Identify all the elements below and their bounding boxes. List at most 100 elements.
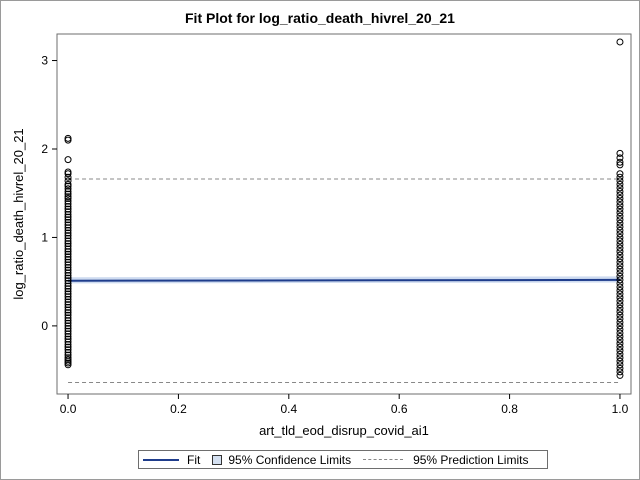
data-point (64, 205, 72, 213)
legend-fit-label: Fit (187, 452, 201, 467)
data-point (64, 218, 72, 226)
data-point (616, 226, 624, 234)
data-point (64, 325, 72, 333)
data-point (64, 245, 72, 253)
data-point (64, 185, 72, 193)
legend-confidence-swatch (212, 454, 223, 465)
legend-fit: Fit (139, 453, 200, 467)
chart-title: Fit Plot for log_ratio_death_hivrel_20_2… (185, 10, 455, 26)
y-axis-label: log_ratio_death_hivrel_20_21 (11, 128, 26, 299)
data-point (616, 283, 624, 291)
data-point (616, 173, 624, 181)
data-point (64, 213, 72, 221)
data-point (64, 295, 72, 303)
data-point (616, 209, 624, 217)
data-point (64, 271, 72, 279)
data-point (616, 248, 624, 256)
data-point (616, 297, 624, 305)
data-point (64, 177, 72, 185)
data-point (64, 240, 72, 248)
data-point (616, 276, 624, 284)
data-point (64, 190, 72, 198)
data-point (64, 197, 72, 205)
data-point (64, 202, 72, 210)
legend-confidence-label: 95% Confidence Limits (228, 452, 352, 467)
data-point (64, 156, 72, 164)
data-point (616, 244, 624, 252)
y-tick-label: 0 (41, 319, 48, 333)
data-point (616, 241, 624, 249)
data-point (64, 248, 72, 256)
data-point (64, 253, 72, 261)
legend: Fit 95% Confidence Limits 95% Prediction… (138, 450, 548, 469)
data-point (64, 330, 72, 338)
data-point (64, 335, 72, 343)
legend-confidence: 95% Confidence Limits (200, 453, 351, 467)
data-point (64, 234, 72, 242)
data-point (64, 287, 72, 295)
data-point (64, 285, 72, 293)
data-point (616, 361, 624, 369)
data-point (616, 258, 624, 266)
data-point (616, 371, 624, 379)
x-axis-label: art_tld_eod_disrup_covid_ai1 (259, 423, 429, 438)
data-point (64, 200, 72, 208)
data-point (616, 329, 624, 337)
data-point (616, 195, 624, 203)
data-point (616, 230, 624, 238)
data-point (64, 306, 72, 314)
data-point (616, 290, 624, 298)
fit-line (68, 278, 620, 282)
y-tick-label: 1 (41, 230, 48, 244)
data-point (64, 343, 72, 351)
data-point (616, 294, 624, 302)
data-point (616, 170, 624, 178)
data-point (64, 282, 72, 290)
data-point (64, 277, 72, 285)
data-point (616, 269, 624, 277)
data-point (616, 333, 624, 341)
data-point (616, 223, 624, 231)
legend-prediction-swatch (363, 459, 404, 460)
data-point (64, 261, 72, 269)
data-point (64, 216, 72, 224)
data-point (64, 266, 72, 274)
data-point (64, 361, 72, 369)
data-point (64, 229, 72, 237)
data-point (64, 319, 72, 327)
data-point (616, 262, 624, 270)
data-point (64, 250, 72, 258)
data-point (64, 309, 72, 317)
data-point (616, 237, 624, 245)
data-point (616, 219, 624, 227)
data-point (616, 205, 624, 213)
data-point (616, 265, 624, 273)
legend-fit-swatch (143, 458, 179, 461)
data-point (64, 173, 72, 181)
data-point (616, 287, 624, 295)
data-point (616, 368, 624, 376)
data-point (616, 187, 624, 195)
data-point (616, 177, 624, 185)
data-point (616, 202, 624, 210)
data-point (616, 354, 624, 362)
data-point (616, 198, 624, 206)
data-point (64, 237, 72, 245)
data-point (616, 149, 624, 157)
data-point (616, 184, 624, 192)
data-point (616, 304, 624, 312)
data-point (616, 343, 624, 351)
x-tick-label: 0.4 (280, 402, 297, 416)
data-point (616, 272, 624, 280)
data-point (64, 221, 72, 229)
data-point (64, 340, 72, 348)
data-point (616, 191, 624, 199)
legend-prediction: 95% Prediction Limits (351, 453, 528, 467)
data-point (64, 242, 72, 250)
data-point (616, 318, 624, 326)
data-point (64, 317, 72, 325)
data-point (616, 212, 624, 220)
data-point (64, 311, 72, 319)
data-point (64, 256, 72, 264)
